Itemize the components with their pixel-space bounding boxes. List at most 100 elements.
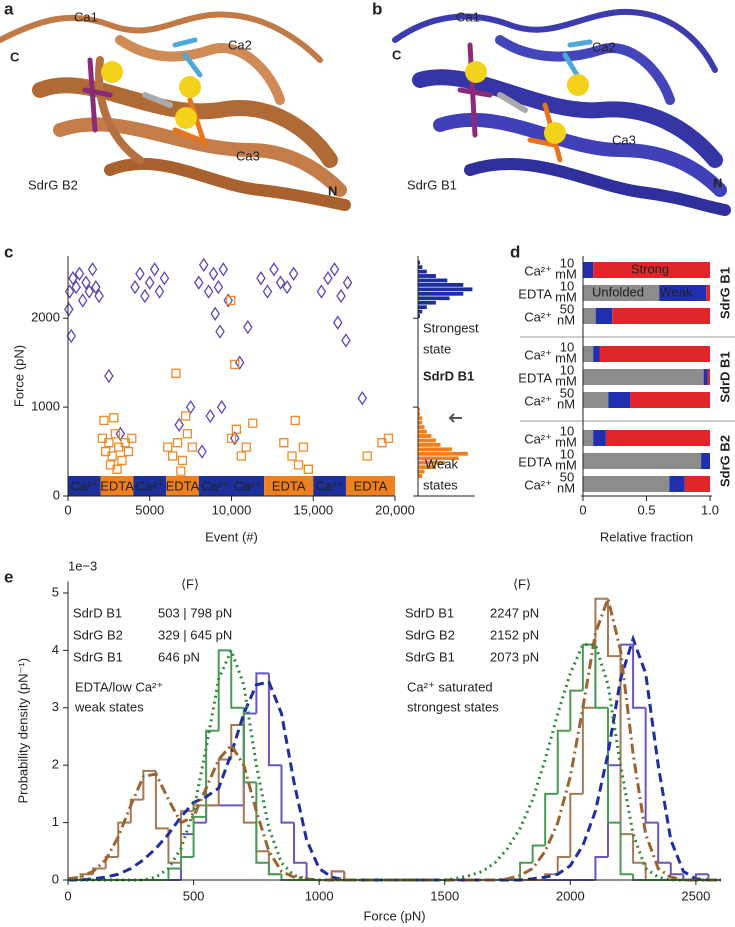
scatter-point <box>171 368 181 378</box>
hist-step <box>167 828 182 864</box>
scatter-point <box>174 417 184 433</box>
x-tick-label: 1.0 <box>701 502 719 517</box>
y-tick-label: 3 <box>52 699 59 714</box>
y-tick-label: 4 <box>52 642 59 657</box>
hist-step <box>129 798 144 823</box>
scatter-point <box>99 415 109 426</box>
legend-name: SdrG B2 <box>405 627 455 642</box>
scatter-point <box>64 284 75 299</box>
state-note: strongest states <box>407 699 499 714</box>
scatter-point <box>218 262 229 277</box>
condition-label: EDTA <box>354 478 388 493</box>
legend-name: SdrG B1 <box>405 649 455 664</box>
scatter-point <box>236 451 246 461</box>
group-label: SdrD B1 <box>717 351 732 402</box>
bar-segment <box>583 262 594 278</box>
arrow <box>448 413 462 423</box>
group-label: SdrG B2 <box>717 435 732 487</box>
hist-step <box>242 707 257 784</box>
scatter-point <box>216 399 227 415</box>
scatter-point <box>159 271 170 286</box>
bar-segment <box>599 346 710 362</box>
scatter-point <box>208 266 219 281</box>
y-tick-label: 5 <box>52 584 59 599</box>
legend-name: SdrG B2 <box>73 627 123 642</box>
scatter-point <box>87 262 98 277</box>
scatter-point <box>167 451 178 461</box>
hist-step <box>606 764 621 858</box>
structure-label: Ca2 <box>592 39 616 54</box>
hist-step <box>544 792 558 846</box>
hist-step <box>330 870 345 880</box>
segment-label: Weak <box>660 284 693 299</box>
scatter-point <box>213 279 224 295</box>
scatter-point <box>298 442 309 452</box>
y-multiplier: 1e−3 <box>68 558 97 573</box>
row-concentration: 10 <box>560 339 574 354</box>
scatter-point <box>112 464 122 474</box>
bar-segment <box>707 369 710 385</box>
row-unit: mM <box>555 434 577 449</box>
scatter-point <box>383 433 394 443</box>
row-unit: mM <box>555 457 577 472</box>
x-tick-label: 2500 <box>681 888 710 903</box>
scatter-point <box>230 359 240 370</box>
row-unit: nM <box>557 396 575 411</box>
hist-bar <box>417 429 428 435</box>
scatter-point <box>74 266 85 281</box>
bar-segment <box>583 285 660 301</box>
hist-bar <box>417 300 437 306</box>
hist-bar <box>417 282 464 288</box>
hist-step <box>669 862 684 876</box>
state-note: Ca²⁺ saturated <box>407 679 493 694</box>
scatter-point <box>316 284 327 299</box>
state-note: EDTA/low Ca²⁺ <box>75 679 163 694</box>
scatter-point <box>163 442 173 452</box>
hist-step <box>167 867 182 880</box>
hist-step <box>154 770 169 830</box>
hist-bar <box>417 433 432 439</box>
structure-label: Ca3 <box>612 132 636 147</box>
condition-label: Ca²⁺ <box>234 478 262 493</box>
hist-bar <box>417 415 423 421</box>
scatter-point <box>110 429 121 439</box>
x-tick-label: 10,000 <box>212 502 252 517</box>
scatter-point <box>241 442 251 452</box>
scatter-point <box>97 433 107 443</box>
panel-letter: e <box>4 567 13 586</box>
scatter-point <box>248 418 258 428</box>
y-axis-label: Force (pN) <box>11 345 26 407</box>
scatter-point <box>66 328 77 344</box>
condition-band <box>313 476 346 496</box>
bar-segment <box>583 346 594 362</box>
row-concentration: 50 <box>560 385 574 400</box>
hist-bar <box>417 291 464 297</box>
scatter-point <box>342 275 353 290</box>
scatter-point <box>187 442 197 452</box>
hist-bar <box>417 473 423 479</box>
condition-label: Ca²⁺ <box>70 478 98 493</box>
scatter-point <box>203 284 214 299</box>
y-tick-label: 0 <box>53 487 60 502</box>
hist-step <box>519 861 533 880</box>
bar-segment <box>595 308 613 324</box>
scatter-point <box>226 433 237 443</box>
hist-step <box>117 821 131 858</box>
structure-label: Ca2 <box>228 37 252 52</box>
y-tick-label: 1 <box>52 814 59 829</box>
scatter-point <box>290 415 300 426</box>
scatter-point <box>323 271 333 286</box>
hist-bar <box>417 437 437 443</box>
condition-band <box>100 476 134 496</box>
legend-name: SdrD B1 <box>73 605 122 620</box>
bar-segment <box>593 430 606 446</box>
scatter-point <box>127 433 137 443</box>
y-tick-label: 0 <box>52 871 59 886</box>
hist-step <box>644 707 659 824</box>
hist-step <box>192 821 207 835</box>
scatter-point <box>377 438 387 448</box>
bar-segment <box>583 308 596 324</box>
panel-letter: a <box>4 0 14 18</box>
hist-step <box>569 792 583 858</box>
